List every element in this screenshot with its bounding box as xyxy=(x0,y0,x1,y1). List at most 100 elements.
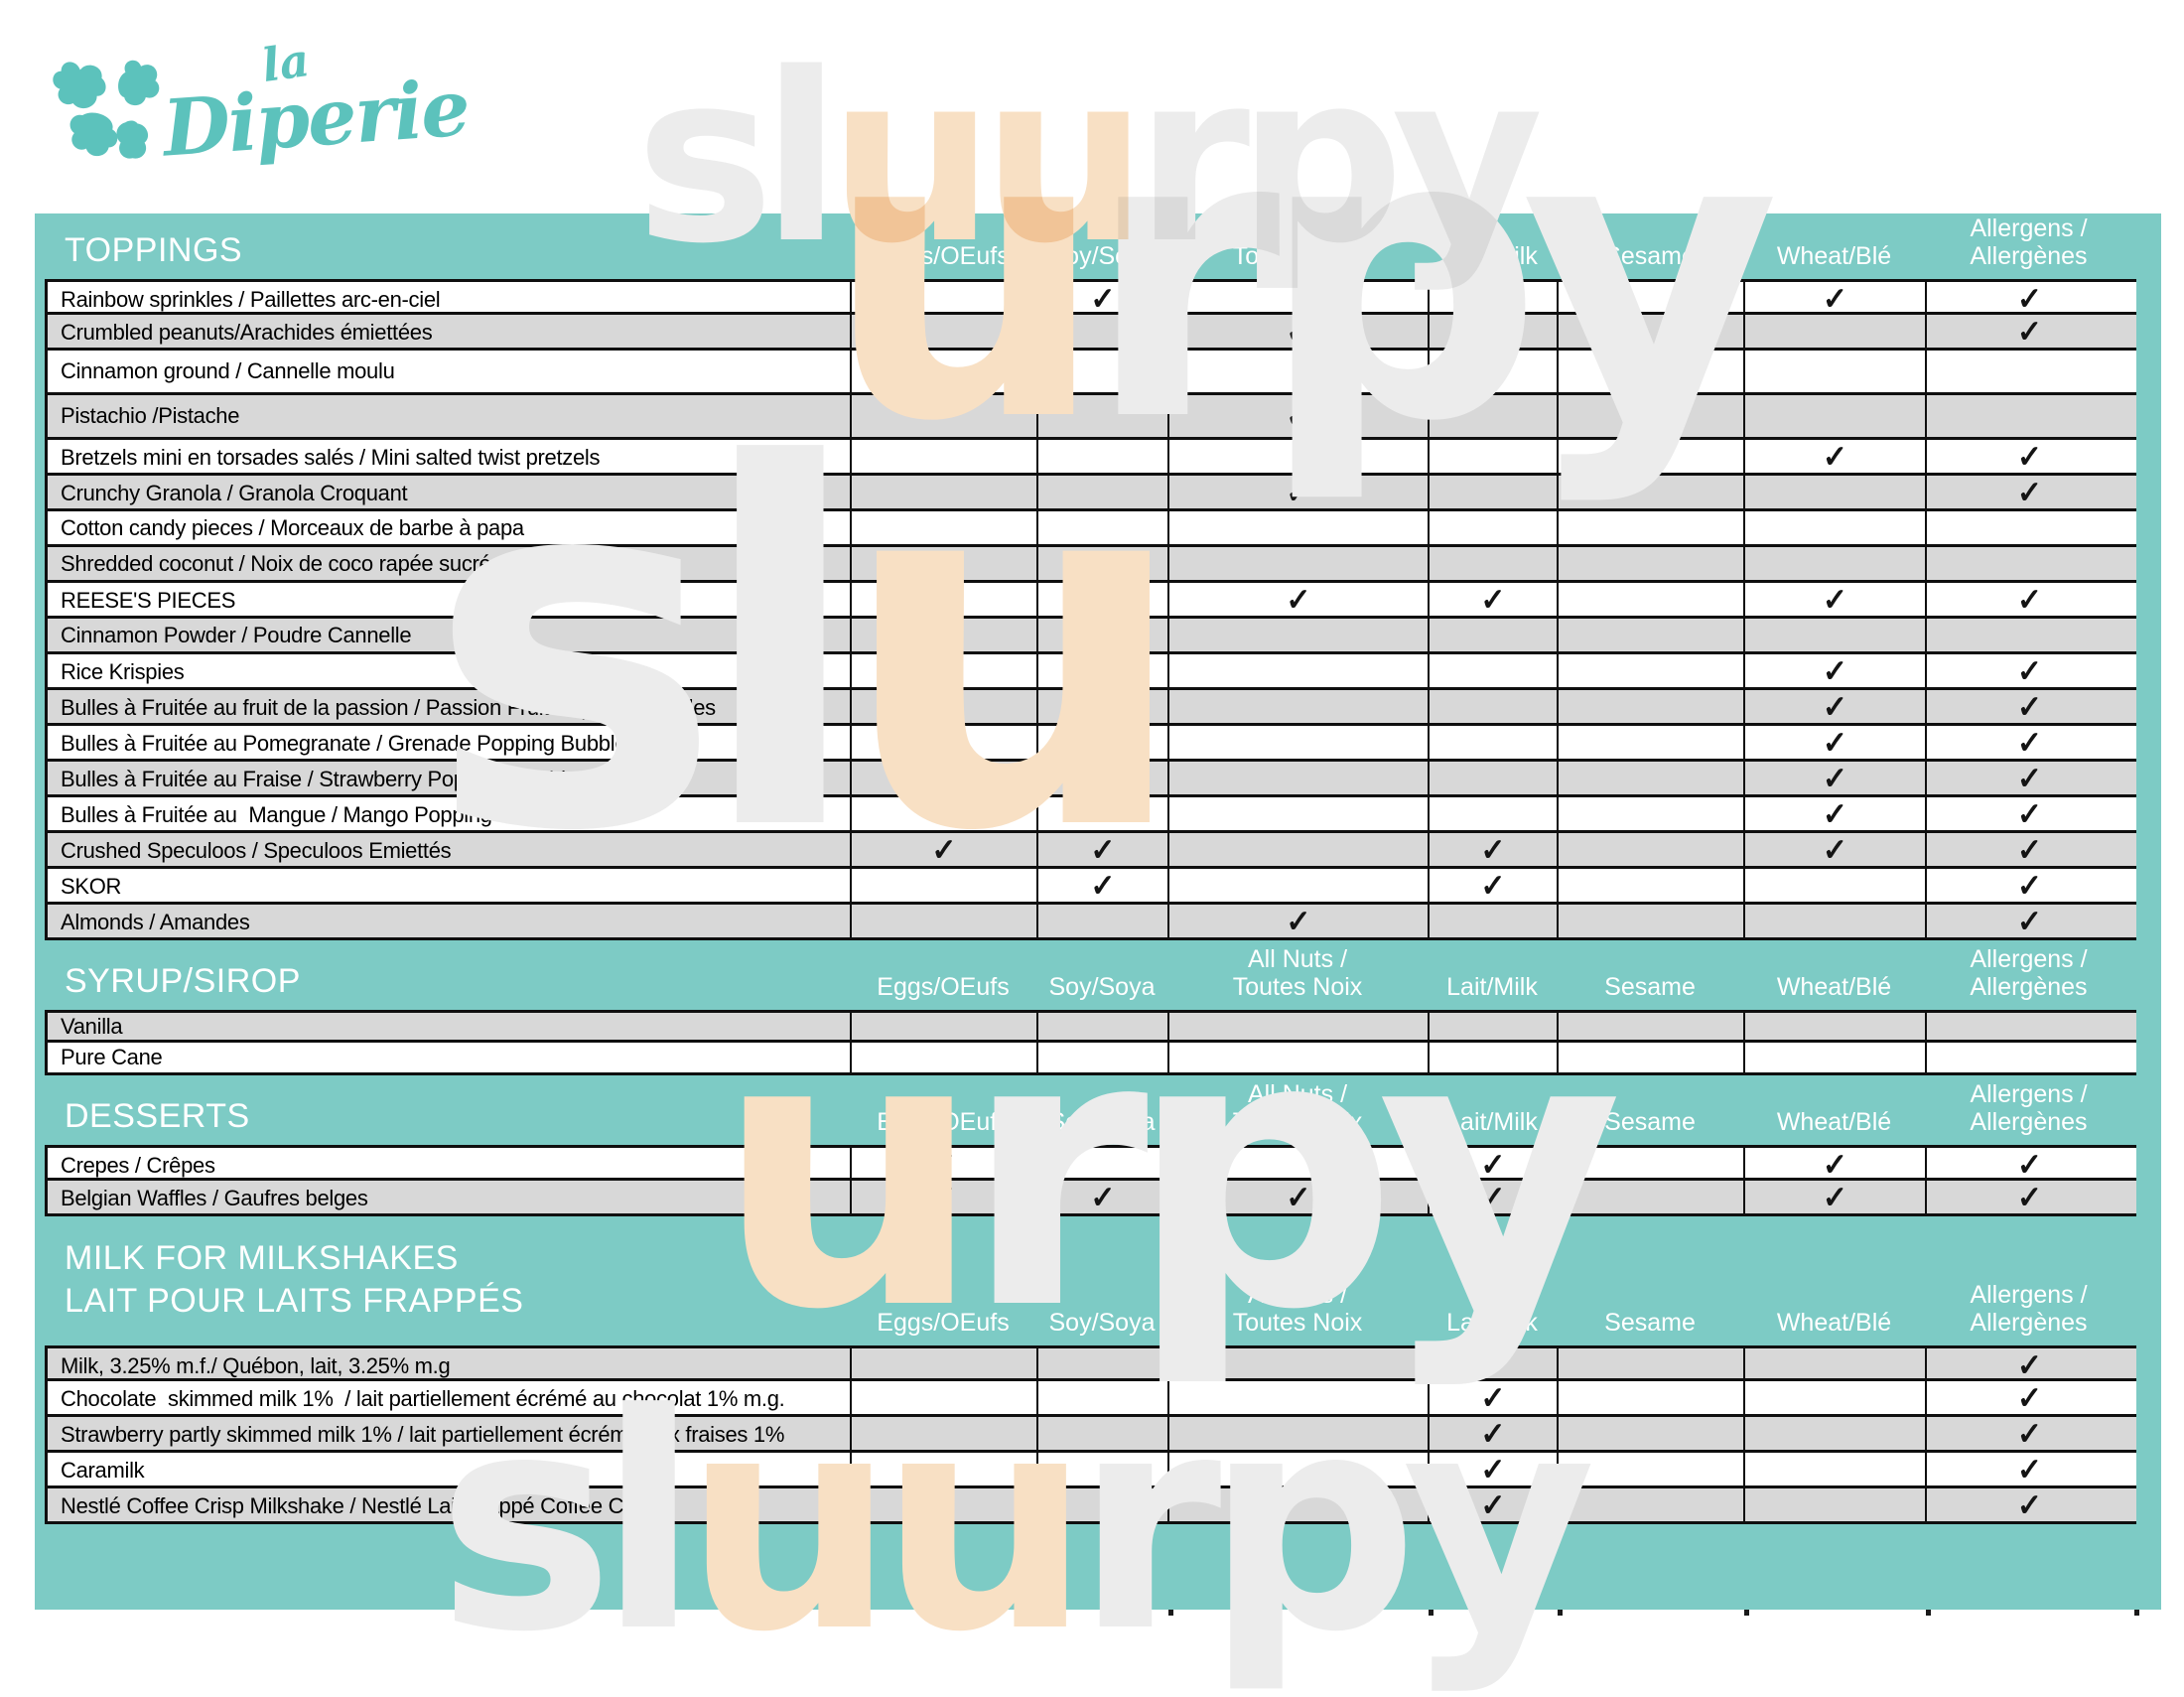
table-row: Cinnamon Powder / Poudre Cannelle xyxy=(45,619,2136,654)
check-cell-lait-milk xyxy=(1428,726,1557,761)
check-cell-wheat-bl xyxy=(1743,511,1925,544)
check-cell-lait-milk xyxy=(1428,351,1557,392)
checkmark-icon: ✓ xyxy=(1090,583,1116,618)
table-row: Crushed Speculoos / Speculoos Emiettés ✓ ✓… xyxy=(45,833,2136,869)
checkmark-icon: ✓ xyxy=(1822,797,1848,832)
check-cell-sesame xyxy=(1557,869,1743,904)
section-title-line: MILK FOR MILKSHAKES xyxy=(65,1239,459,1277)
column-header-line: Toutes Noix xyxy=(1232,973,1363,1001)
check-cell-all-nuts xyxy=(1167,762,1428,796)
row-label: Bulles à Fruitée au Pomegranate / Grenad… xyxy=(45,726,850,761)
column-header-line: Allergens / xyxy=(1970,1080,2088,1108)
check-cell-all-nuts xyxy=(1167,619,1428,651)
check-cell-eggs-oeufs xyxy=(850,395,1036,437)
section-header-toppings: TOPPINGS Eggs/OEufs Soy/Soya All Nuts / Tout… xyxy=(45,213,2136,279)
check-cell-allergens xyxy=(1925,511,2132,544)
check-cell-sesame xyxy=(1557,726,1743,761)
check-cell-allergens xyxy=(1925,547,2132,580)
check-cell-wheat-bl xyxy=(1743,1417,1925,1452)
checkmark-icon: ✓ xyxy=(2016,282,2043,317)
row-label: Belgian Waffles / Gaufres belges xyxy=(45,1181,850,1215)
check-cell-all-nuts xyxy=(1167,547,1428,580)
checkmark-icon: ✓ xyxy=(2016,476,2043,510)
column-header-eggs-oeufs: Eggs/OEufs xyxy=(850,973,1036,1010)
row-label: Cotton candy pieces / Morceaux de barbe … xyxy=(45,511,850,544)
row-label: Crunchy Granola / Granola Croquant xyxy=(45,476,850,510)
section-title-line: SYRUP/SIROP xyxy=(65,961,301,1000)
column-header-line: Eggs/OEufs xyxy=(877,1309,1010,1337)
section-title: MILK FOR MILKSHAKES LAIT POUR LAITS FRAPP… xyxy=(45,1237,850,1345)
check-cell-eggs-oeufs xyxy=(850,1381,1036,1416)
check-cell-eggs-oeufs xyxy=(850,797,1036,832)
row-label: Strawberry partly skimmed milk 1% / lait… xyxy=(45,1417,850,1452)
section-header-milk-for-milkshakes: MILK FOR MILKSHAKES LAIT POUR LAITS FRAPP… xyxy=(45,1216,2136,1345)
check-cell-lait-milk: ✓ xyxy=(1428,869,1557,904)
check-cell-wheat-bl: ✓ xyxy=(1743,282,1925,317)
checkmark-icon: ✓ xyxy=(1822,1148,1848,1183)
check-cell-lait-milk: ✓ xyxy=(1428,1348,1557,1383)
table-row: Bulles à Fruitée au Fraise / Strawberry … xyxy=(45,762,2136,797)
check-cell-allergens: ✓ xyxy=(1925,476,2132,510)
check-cell-soy-soya xyxy=(1036,654,1167,689)
check-cell-all-nuts xyxy=(1167,833,1428,868)
row-label: Rainbow sprinkles / Paillettes arc-en-ci… xyxy=(45,282,850,317)
checkmark-icon: ✓ xyxy=(2016,1417,2043,1452)
table-row: Rice Krispies ✓ ✓ xyxy=(45,654,2136,690)
check-cell-sesame xyxy=(1557,1417,1743,1452)
check-cell-soy-soya xyxy=(1036,1417,1167,1452)
column-header-all-nuts-toutes-noix: All Nuts / Toutes Noix xyxy=(1167,1281,1428,1345)
check-cell-allergens: ✓ xyxy=(1925,690,2132,725)
table-row: Crumbled peanuts/Arachides émiettées ✓ ✓ xyxy=(45,315,2136,351)
check-cell-all-nuts xyxy=(1167,1013,1428,1040)
column-header-all-nuts-toutes-noix: All Nuts / Toutes Noix xyxy=(1167,214,1428,279)
check-cell-wheat-bl xyxy=(1743,1488,1925,1523)
checkmark-icon: ✓ xyxy=(1480,1488,1506,1523)
checkmark-icon: ✓ xyxy=(1822,282,1848,317)
checkmark-icon: ✓ xyxy=(1480,1181,1506,1215)
checkmark-icon: ✓ xyxy=(1480,1417,1506,1452)
check-cell-eggs-oeufs xyxy=(850,654,1036,689)
check-cell-all-nuts xyxy=(1167,1043,1428,1072)
checkmark-icon: ✓ xyxy=(2016,797,2043,832)
row-label: Crushed Speculoos / Speculoos Emiettés xyxy=(45,833,850,868)
column-header-sesame: Sesame xyxy=(1557,242,1743,279)
table-row: Strawberry partly skimmed milk 1% / lait… xyxy=(45,1417,2136,1453)
check-cell-lait-milk xyxy=(1428,440,1557,475)
check-cell-allergens xyxy=(1925,1043,2132,1072)
check-cell-soy-soya xyxy=(1036,690,1167,725)
check-cell-all-nuts xyxy=(1167,440,1428,475)
check-cell-sesame xyxy=(1557,440,1743,475)
table-row: Belgian Waffles / Gaufres belges ✓ ✓ ✓ ✓ ✓ ✓ xyxy=(45,1181,2136,1216)
column-header-line: Allergènes xyxy=(1970,242,2088,270)
check-cell-soy-soya xyxy=(1036,476,1167,510)
column-header-all-nuts-toutes-noix: All Nuts / Toutes Noix xyxy=(1167,1080,1428,1145)
check-cell-wheat-bl: ✓ xyxy=(1743,1181,1925,1215)
column-header-soy-soya: Soy/Soya xyxy=(1036,1108,1167,1145)
check-cell-all-nuts xyxy=(1167,869,1428,904)
checkmark-icon: ✓ xyxy=(2016,583,2043,618)
checkmark-icon: ✓ xyxy=(1090,869,1116,904)
checkmark-icon: ✓ xyxy=(1480,583,1506,618)
column-header-allergens-allerg-nes: Allergens / Allergènes xyxy=(1925,1281,2132,1345)
column-header-line: All Nuts / xyxy=(1247,1080,1348,1108)
check-cell-lait-milk: ✓ xyxy=(1428,1453,1557,1487)
check-cell-soy-soya xyxy=(1036,1148,1167,1183)
table-row: Shredded coconut / Noix de coco rapée su… xyxy=(45,547,2136,583)
check-cell-soy-soya xyxy=(1036,1453,1167,1487)
allergen-table: TOPPINGS Eggs/OEufs Soy/Soya All Nuts / Tout… xyxy=(35,213,2161,1610)
table-line-remnant xyxy=(1558,1610,1563,1616)
check-cell-lait-milk xyxy=(1428,476,1557,510)
table-row: Almonds / Amandes ✓ ✓ xyxy=(45,905,2136,940)
table-row: Bulles à Fruitée au Pomegranate / Grenad… xyxy=(45,726,2136,762)
table-row: Rainbow sprinkles / Paillettes arc-en-ci… xyxy=(45,279,2136,317)
check-cell-all-nuts xyxy=(1167,1381,1428,1416)
check-cell-sesame xyxy=(1557,797,1743,832)
check-cell-soy-soya xyxy=(1036,797,1167,832)
check-cell-all-nuts xyxy=(1167,797,1428,832)
row-label: Chocolate skimmed milk 1% / lait partiel… xyxy=(45,1381,850,1416)
table-line-remnant xyxy=(2134,1610,2139,1616)
check-cell-sesame xyxy=(1557,690,1743,725)
column-header-allergens-allerg-nes: Allergens / Allergènes xyxy=(1925,945,2132,1010)
section-header-desserts: DESSERTS Eggs/OEufs Soy/Soya All Nuts / Tout… xyxy=(45,1075,2136,1145)
